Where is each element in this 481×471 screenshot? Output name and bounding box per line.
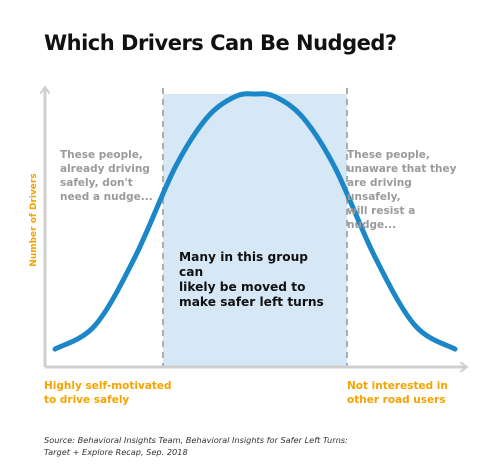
source-note: Source: Behavioral Insights Team, Behavi… <box>44 435 348 457</box>
chart-title: Which Drivers Can Be Nudged? <box>44 31 397 55</box>
annotation-right: These people, unaware that they are driv… <box>347 149 457 231</box>
annotation-left: These people, already driving safely, do… <box>60 149 153 203</box>
x-axis-label-right: Not interested in other road users <box>347 380 448 406</box>
distribution-curve <box>52 91 458 352</box>
highlight-region <box>163 94 347 367</box>
y-axis-label: Number of Drivers <box>29 173 39 267</box>
x-axis-label-left: Highly self-motivated to drive safely <box>44 380 172 406</box>
annotation-middle: Many in this group can likely be moved t… <box>179 250 324 309</box>
